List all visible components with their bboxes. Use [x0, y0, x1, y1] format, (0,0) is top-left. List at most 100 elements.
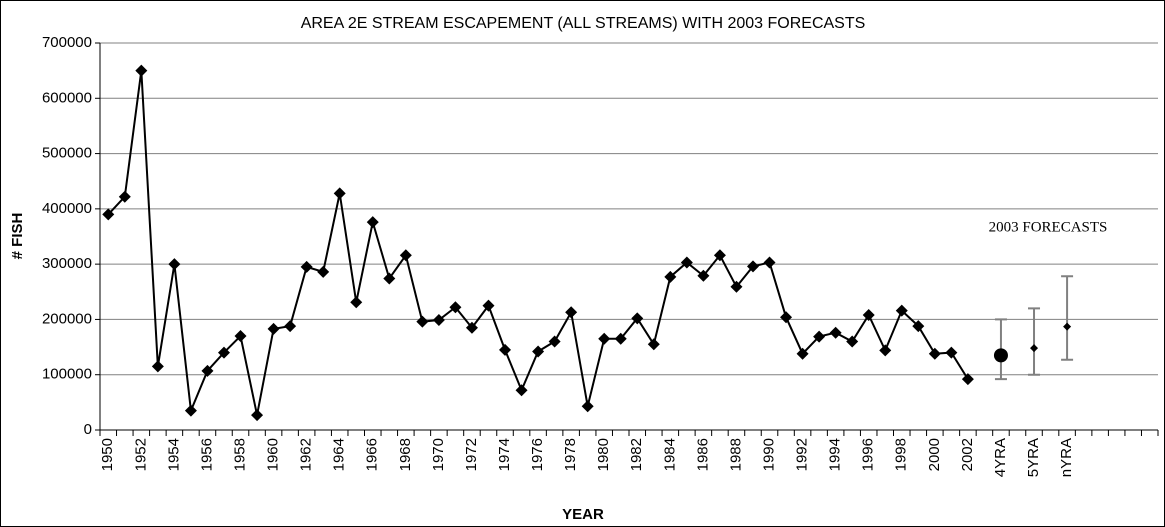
marker	[879, 344, 892, 357]
x-tick-label: 1966	[364, 438, 381, 471]
marker	[730, 280, 743, 293]
error-bar	[1061, 275, 1074, 361]
marker	[680, 256, 693, 269]
x-tick-label: 5YRA	[1025, 438, 1042, 477]
marker	[928, 347, 941, 360]
x-tick-label: 1986	[694, 438, 711, 471]
x-tick-label: 1974	[496, 438, 513, 471]
marker	[151, 360, 164, 373]
y-tick-label: 600000	[42, 89, 92, 106]
marker	[532, 345, 545, 358]
marker	[300, 260, 313, 273]
marker	[846, 335, 859, 348]
marker	[581, 400, 594, 413]
marker	[366, 216, 379, 229]
marker	[284, 320, 297, 333]
marker	[565, 306, 578, 319]
marker	[813, 330, 826, 343]
marker	[317, 265, 330, 278]
marker	[713, 249, 726, 262]
marker	[168, 258, 181, 271]
x-tick-label: 1954	[165, 438, 182, 471]
marker	[184, 404, 197, 417]
x-tick-label: 1976	[529, 438, 546, 471]
y-tick-label: 400000	[42, 200, 92, 217]
marker	[234, 330, 247, 343]
marker	[333, 187, 346, 200]
marker	[416, 315, 429, 328]
marker	[895, 304, 908, 317]
x-tick-label: 1988	[727, 438, 744, 471]
x-tick-label: 1996	[860, 438, 877, 471]
marker	[267, 322, 280, 335]
chart-title: AREA 2E STREAM ESCAPEMENT (ALL STREAMS) …	[301, 15, 866, 32]
marker	[548, 335, 561, 348]
marker	[664, 270, 677, 283]
marker	[118, 190, 131, 203]
marker	[746, 260, 759, 273]
marker	[697, 269, 710, 282]
marker	[251, 409, 264, 422]
y-tick-label: 300000	[42, 255, 92, 272]
error-bar	[1028, 307, 1041, 376]
marker	[912, 320, 925, 333]
y-tick-label: 0	[84, 421, 92, 438]
marker	[862, 309, 875, 322]
x-tick-label: 1990	[760, 438, 777, 471]
marker	[383, 272, 396, 285]
marker	[465, 321, 478, 334]
x-tick-label: 4YRA	[992, 438, 1009, 477]
x-tick-label: 1994	[827, 438, 844, 471]
x-tick-label: 1978	[562, 438, 579, 471]
marker	[499, 343, 512, 356]
marker	[961, 373, 974, 386]
marker	[647, 338, 660, 351]
marker	[829, 326, 842, 339]
marker	[598, 332, 611, 345]
x-tick-label: 2002	[959, 438, 976, 471]
marker	[432, 313, 445, 326]
x-tick-label: 2000	[926, 438, 943, 471]
x-tick-label: 1964	[331, 438, 348, 471]
x-tick-label: 1960	[265, 438, 282, 471]
x-tick-label: 1992	[794, 438, 811, 471]
marker	[763, 256, 776, 269]
y-tick-label: 200000	[42, 310, 92, 327]
marker	[631, 312, 644, 325]
marker	[350, 296, 363, 309]
x-tick-label: 1970	[430, 438, 447, 471]
marker	[515, 384, 528, 397]
x-tick-label: nYRA	[1058, 438, 1075, 477]
marker	[993, 348, 1008, 363]
marker	[614, 332, 627, 345]
marker	[1063, 322, 1072, 331]
x-tick-label: 1956	[198, 438, 215, 471]
marker	[102, 208, 115, 221]
x-tick-label: 1982	[628, 438, 645, 471]
x-tick-label: 1962	[298, 438, 315, 471]
x-tick-label: 1972	[463, 438, 480, 471]
y-tick-label: 700000	[42, 34, 92, 51]
marker	[1030, 344, 1039, 353]
marker	[201, 364, 214, 377]
marker	[482, 299, 495, 312]
x-tick-label: 1998	[893, 438, 910, 471]
x-tick-label: 1950	[99, 438, 116, 471]
marker	[449, 301, 462, 314]
marker	[945, 346, 958, 359]
x-tick-label: 1968	[397, 438, 414, 471]
x-tick-label: 1958	[231, 438, 248, 471]
annotation: 2003 FORECASTS	[989, 219, 1108, 235]
x-tick-label: 1952	[132, 438, 149, 471]
marker	[780, 311, 793, 324]
x-tick-label: 1984	[661, 438, 678, 471]
marker	[399, 249, 412, 262]
marker	[217, 346, 230, 359]
x-tick-label: 1980	[595, 438, 612, 471]
y-tick-label: 500000	[42, 145, 92, 162]
marker	[796, 347, 809, 360]
y-axis-title: # FISH	[9, 213, 26, 260]
